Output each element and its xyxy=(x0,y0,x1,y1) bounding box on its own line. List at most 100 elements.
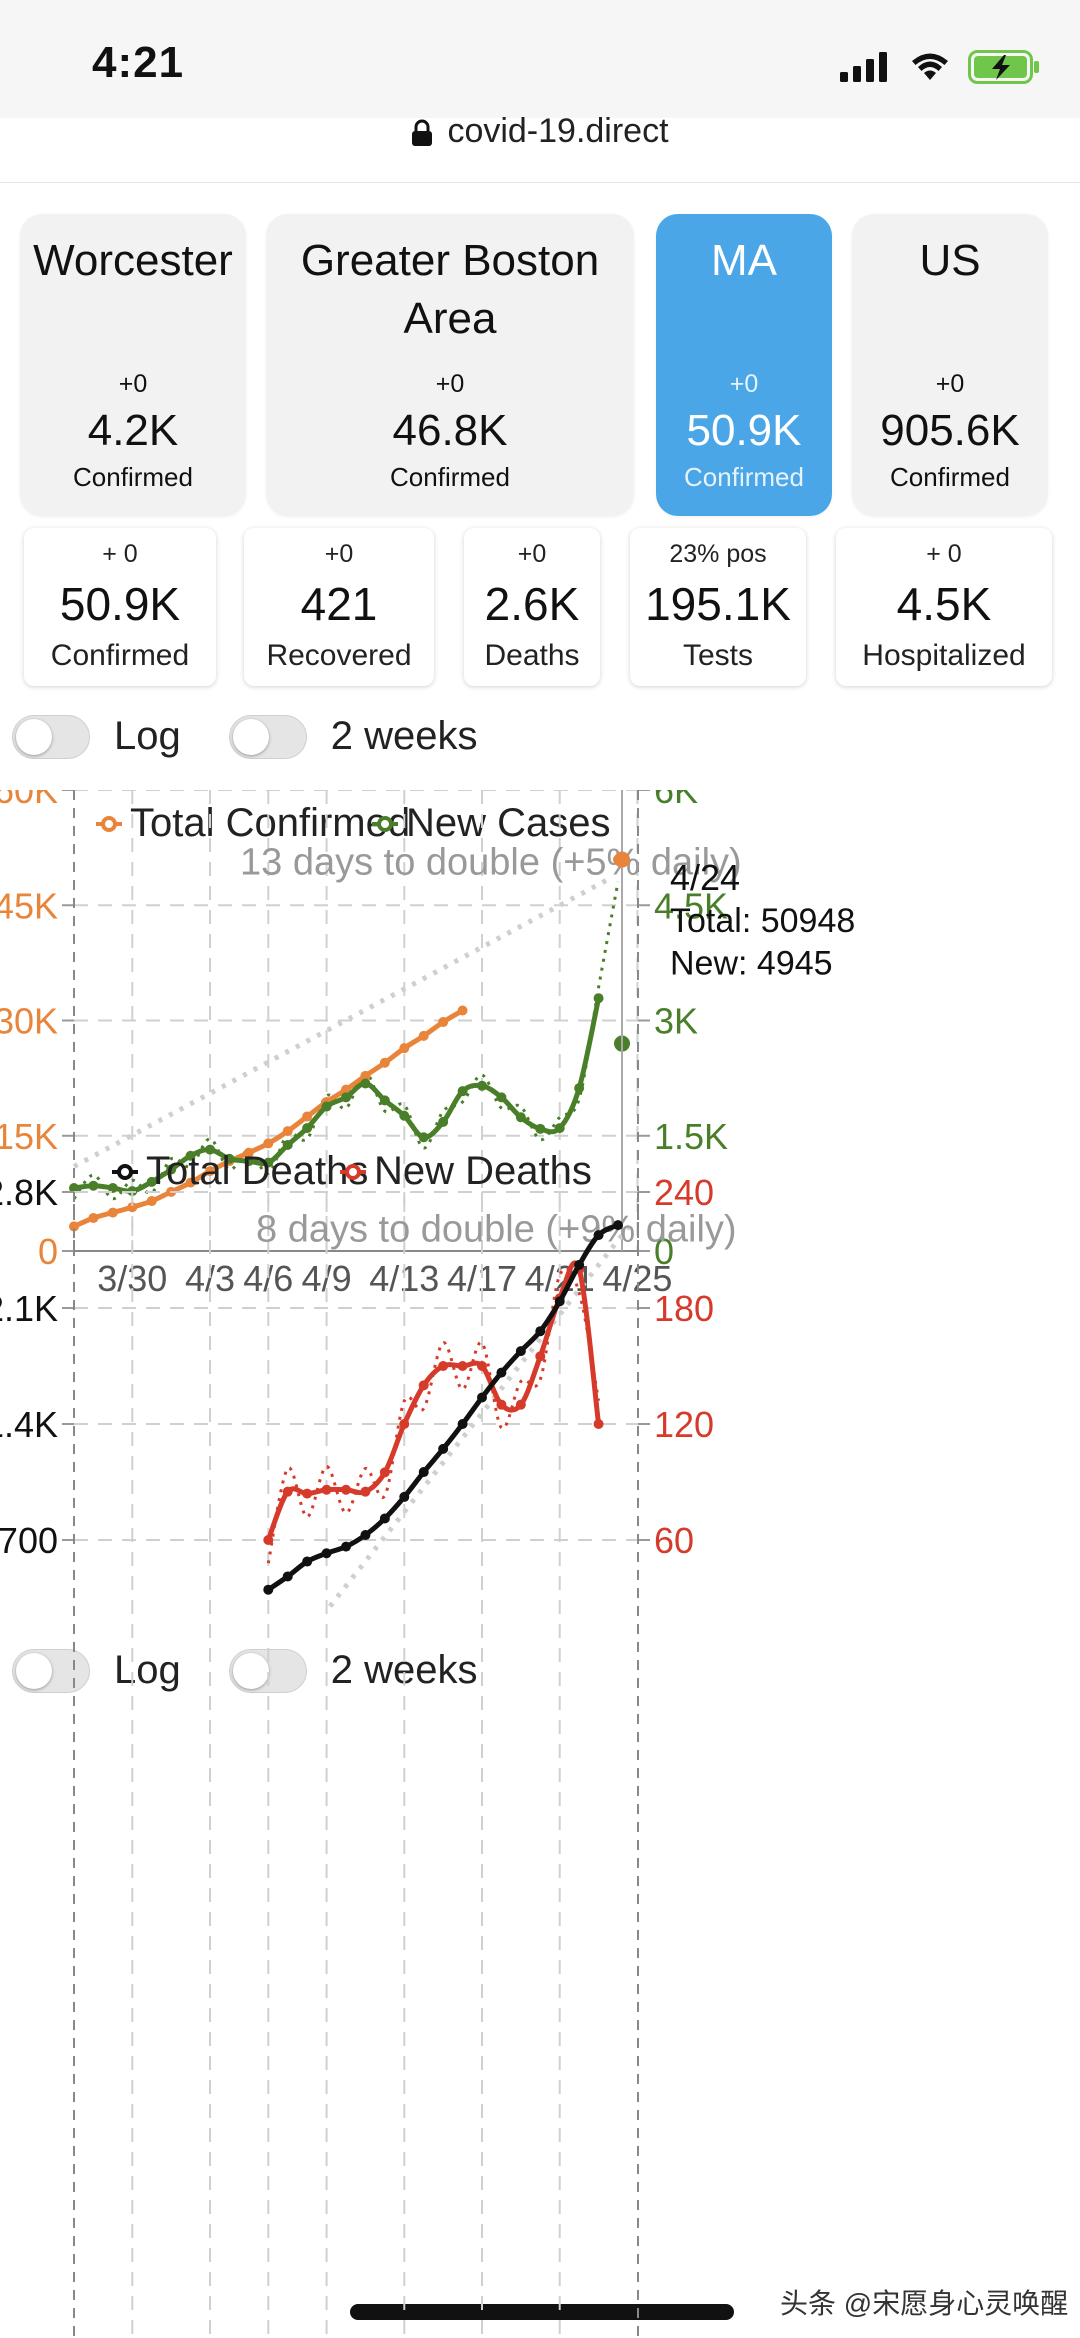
log-toggle[interactable] xyxy=(12,1648,90,1693)
address-bar[interactable]: covid-19.direct xyxy=(0,112,1080,151)
new-deaths-line xyxy=(265,1260,602,1541)
region-name: MA xyxy=(711,236,777,285)
divider xyxy=(0,182,1080,183)
chart2-controls: Log 2 weeks xyxy=(12,1648,526,1693)
new-cases-point xyxy=(69,1182,79,1193)
new-deaths-point xyxy=(263,1535,274,1545)
region-value: 905.6K xyxy=(880,406,1020,455)
region-label: Confirmed xyxy=(684,462,804,492)
new-cases-point xyxy=(205,1144,215,1155)
toggle-knob xyxy=(16,1652,52,1689)
stat-card-recovered[interactable]: +0 421 Recovered xyxy=(244,528,434,686)
url-text: covid-19.direct xyxy=(447,112,669,150)
new-cases-point xyxy=(243,1156,254,1167)
watermark: 头条 @宋愿身心灵唤醒 xyxy=(774,2280,1075,2324)
region-value: 46.8K xyxy=(392,406,508,455)
total-deaths-point xyxy=(613,1220,623,1231)
total-deaths-point xyxy=(496,1367,507,1378)
stat-card-deaths[interactable]: +0 2.6K Deaths xyxy=(464,528,600,686)
stat-delta: + 0 xyxy=(926,540,962,568)
total-confirmed-point xyxy=(418,1030,429,1041)
stat-label: Recovered xyxy=(266,639,412,672)
total-confirmed-point xyxy=(341,1084,351,1095)
total-deaths-point xyxy=(321,1548,332,1559)
signal-icon xyxy=(840,52,887,82)
status-bar: 4:21 xyxy=(0,0,1080,118)
total-confirmed-point xyxy=(69,1221,79,1232)
new-deaths-point xyxy=(593,1419,604,1429)
total-confirmed-point xyxy=(457,1005,468,1016)
legend-new-cases: New Cases xyxy=(406,801,611,845)
log-toggle-label: Log xyxy=(114,1648,181,1692)
hover-point-confirmed xyxy=(614,851,630,868)
region-card-greater-boston[interactable]: Greater Boston Area +0 46.8K Confirmed xyxy=(266,214,634,516)
new-cases-point xyxy=(302,1123,313,1134)
legend-total-deaths-marker xyxy=(117,1164,133,1180)
new-cases-point xyxy=(418,1132,429,1143)
y-left-tick-label: 60K xyxy=(0,790,58,811)
new-deaths-point xyxy=(418,1380,429,1391)
total-confirmed-point xyxy=(438,1017,449,1028)
legend-new-cases-marker xyxy=(377,816,393,832)
tooltip-total: Total: 50948 xyxy=(670,902,855,940)
new-cases-line xyxy=(73,997,602,1194)
toggle-knob xyxy=(232,718,269,755)
log-toggle[interactable] xyxy=(12,714,90,759)
y-left-tick-label: 15K xyxy=(0,1116,58,1157)
y-right-tick-label: 4.5K xyxy=(654,885,728,926)
region-delta: +0 xyxy=(935,370,965,398)
new-deaths-point xyxy=(282,1486,293,1497)
region-label: Confirmed xyxy=(390,462,510,492)
new-deaths-point xyxy=(515,1399,526,1410)
stat-delta: + 0 xyxy=(102,540,138,568)
total-confirmed-point xyxy=(185,1177,196,1188)
region-name: Worcester xyxy=(33,236,233,285)
total-confirmed-point xyxy=(302,1111,313,1122)
new-cases-point xyxy=(282,1139,293,1150)
total-confirmed-point xyxy=(243,1147,254,1158)
new-cases-point xyxy=(146,1176,157,1187)
stat-delta: 23% pos xyxy=(669,540,767,568)
stat-value: 4.5K xyxy=(896,578,992,630)
battery-charging-icon xyxy=(968,50,1039,84)
region-card-worcester[interactable]: Worcester +0 4.2K Confirmed xyxy=(20,214,246,516)
region-card-ma[interactable]: MA +0 50.9K Confirmed xyxy=(656,214,832,516)
legend-total-deaths: Total Deaths xyxy=(146,1149,368,1193)
new-cases-point xyxy=(166,1164,177,1175)
total-deaths-point xyxy=(574,1259,585,1270)
y-left-tick-label: 700 xyxy=(0,1520,58,1561)
stat-card-hospitalized[interactable]: + 0 4.5K Hospitalized xyxy=(836,528,1052,686)
two-weeks-toggle[interactable] xyxy=(228,714,307,759)
stat-label: Tests xyxy=(682,639,754,672)
new-cases-point xyxy=(224,1153,235,1164)
y-left-tick-label: 45K xyxy=(0,885,58,926)
y-left-tick-label: 0 xyxy=(38,1231,58,1272)
total-deaths-point xyxy=(554,1296,565,1307)
stat-value: 50.9K xyxy=(59,578,181,630)
y-right-tick-label: 3K xyxy=(654,1001,698,1042)
legend-new-deaths: New Deaths xyxy=(374,1149,592,1193)
stat-card-tests[interactable]: 23% pos 195.1K Tests xyxy=(630,528,806,686)
toggle-knob xyxy=(16,718,52,755)
region-card-us[interactable]: US +0 905.6K Confirmed xyxy=(852,214,1048,516)
region-delta: +0 xyxy=(118,370,148,398)
chart1-controls: Log 2 weeks xyxy=(12,714,526,759)
new-cases-point xyxy=(399,1110,410,1121)
total-confirmed-point xyxy=(88,1212,99,1223)
total-deaths-point xyxy=(399,1491,410,1502)
stat-label: Deaths xyxy=(484,639,580,672)
total-deaths-point xyxy=(282,1571,293,1582)
new-cases-point xyxy=(88,1180,99,1191)
region-name: Greater Boston Area xyxy=(300,236,600,343)
y-right-tick-label: 1.5K xyxy=(654,1116,728,1157)
stat-delta: +0 xyxy=(324,540,354,568)
new-deaths-point xyxy=(399,1419,410,1429)
new-deaths-point xyxy=(496,1399,507,1410)
legend-total-confirmed: Total Confirmed xyxy=(130,801,410,845)
y-left-tick-label: 2.8K xyxy=(0,1172,58,1213)
status-time: 4:21 xyxy=(92,38,185,87)
region-label: Confirmed xyxy=(890,462,1010,492)
stat-card-confirmed[interactable]: + 0 50.9K Confirmed xyxy=(24,528,216,686)
